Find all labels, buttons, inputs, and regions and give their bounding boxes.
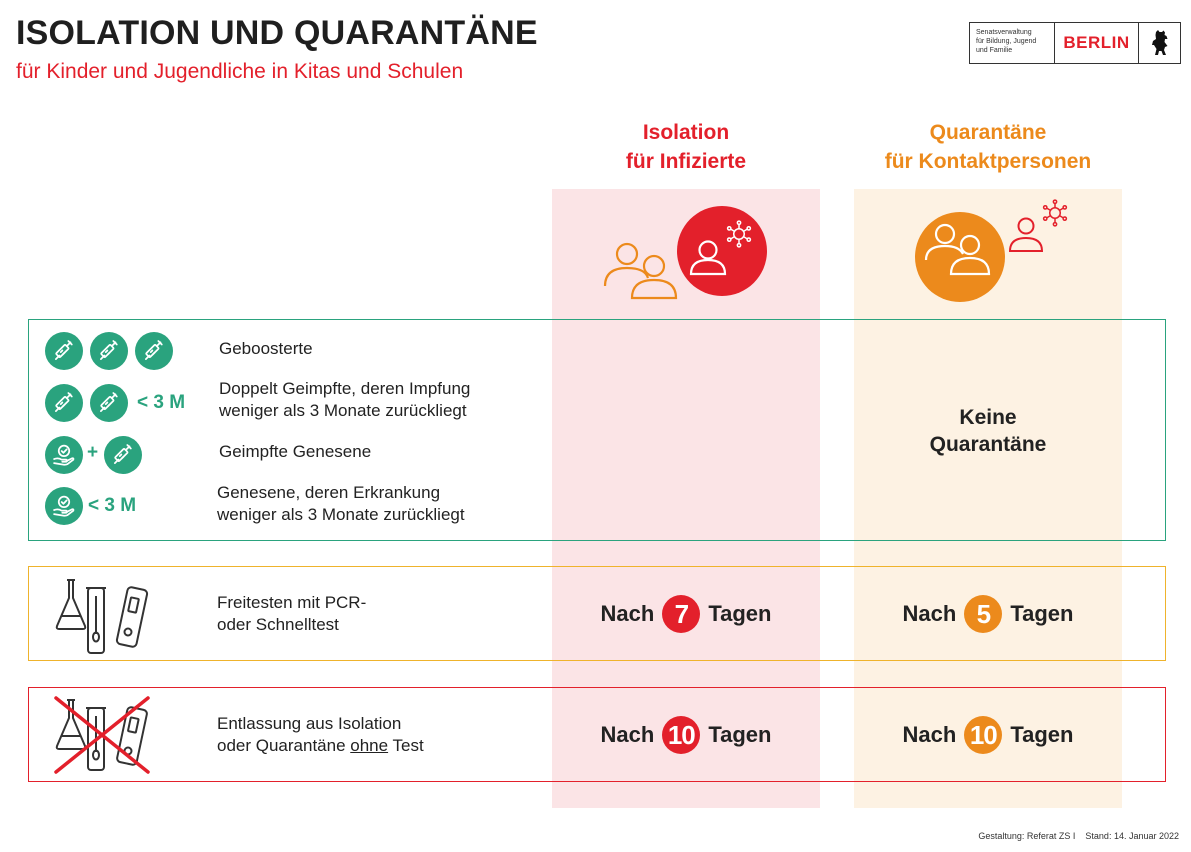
less-than-3-months-marker: < 3 M [137,392,186,413]
row-double-vaccinated-line1: Doppelt Geimpfte, deren Impfung [219,379,471,398]
hand-check-icon [45,487,83,525]
syringe-icon [45,332,83,370]
footer-credit: Gestaltung: Referat ZS I Stand: 14. Janu… [978,831,1179,841]
contact-person-icon [915,199,1068,302]
row-vaccinated-recovered-label: Geimpfte Genesene [219,442,372,461]
no-test-icon [54,696,150,774]
isolation-header-line1: Isolation [642,121,730,144]
test-kit-icon [55,579,149,654]
result-prefix: Nach [600,601,655,626]
test-release-label: Freitesten mit PCR- oder Schnelltest [217,592,366,636]
logo-department: Senatsverwaltung für Bildung, Jugend und… [970,23,1055,63]
berlin-logo: Senatsverwaltung für Bildung, Jugend und… [969,22,1181,64]
cross-out-icon [54,696,150,774]
isolation-test-release-result: Nach 7 Tagen [552,595,820,633]
result-suffix: Tagen [1010,722,1074,747]
quarantine-days-badge: 10 [964,716,1003,754]
isolation-no-test-result: Nach 10 Tagen [552,716,820,754]
no-test-underlined-word: ohne [350,736,389,755]
row-recovered-line1: Genesene, deren Erkrankung [217,483,441,502]
quarantine-no-test-result: Nach 10 Tagen [854,716,1122,754]
result-suffix: Tagen [1010,601,1074,626]
row-recovered-label: Genesene, deren Erkrankung weniger als 3… [217,482,465,526]
no-test-release-line2: oder Quarantäne ohne Test [217,735,424,757]
quarantine-column-header: Quarantäne für Kontaktpersonen [854,118,1122,176]
no-test-line2-pre: oder Quarantäne [217,736,351,755]
isolation-column-header: Isolation für Infizierte [552,118,820,176]
row-double-vaccinated-line2: weniger als 3 Monate zurückliegt [219,401,467,420]
row-recovered-line2: weniger als 3 Monate zurückliegt [217,505,465,524]
result-prefix: Nach [902,722,957,747]
infected-person-icon [603,206,767,300]
syringe-icon [90,332,128,370]
no-test-release-section [28,687,1166,782]
isolation-column-background [552,189,820,808]
no-quarantine-result: Keine Quarantäne [854,404,1122,458]
quarantine-test-release-result: Nach 5 Tagen [854,595,1122,633]
result-prefix: Nach [600,722,655,747]
result-suffix: Tagen [708,722,772,747]
test-release-section [28,566,1166,661]
result-prefix: Nach [902,601,957,626]
result-suffix: Tagen [708,601,772,626]
isolation-days-badge: 7 [662,595,701,633]
quarantine-days-badge: 5 [964,595,1003,633]
isolation-days-badge: 10 [662,716,701,754]
syringe-icon [135,332,173,370]
logo-city: BERLIN [1055,23,1139,63]
no-test-release-line1: Entlassung aus Isolation [217,714,402,733]
quarantine-header-line2: für Kontaktpersonen [884,150,1092,173]
bear-icon [1139,23,1180,63]
syringe-icon [90,384,128,422]
no-quarantine-line1: Keine [959,406,1017,429]
exempt-groups-section [28,319,1166,541]
quarantine-header-line1: Quarantäne [929,121,1047,144]
page-subtitle: für Kinder und Jugendliche in Kitas und … [16,60,464,83]
plus-sign: + [87,442,99,463]
syringe-icon [104,436,142,474]
syringe-icon [45,384,83,422]
page-title: ISOLATION UND QUARANTÄNE [16,14,538,52]
isolation-header-line2: für Infizierte [625,150,747,173]
no-quarantine-line2: Quarantäne [929,433,1047,456]
row-double-vaccinated-label: Doppelt Geimpfte, deren Impfung weniger … [219,378,470,422]
row-boosted-label: Geboosterte [219,339,313,358]
less-than-3-months-marker: < 3 M [88,495,137,516]
test-release-line2: oder Schnelltest [217,615,339,634]
no-test-release-label: Entlassung aus Isolation oder Quarantäne… [217,713,424,757]
hand-check-icon [45,436,83,474]
no-test-line2-post: Test [388,736,424,755]
test-release-line1: Freitesten mit PCR- [217,593,367,612]
